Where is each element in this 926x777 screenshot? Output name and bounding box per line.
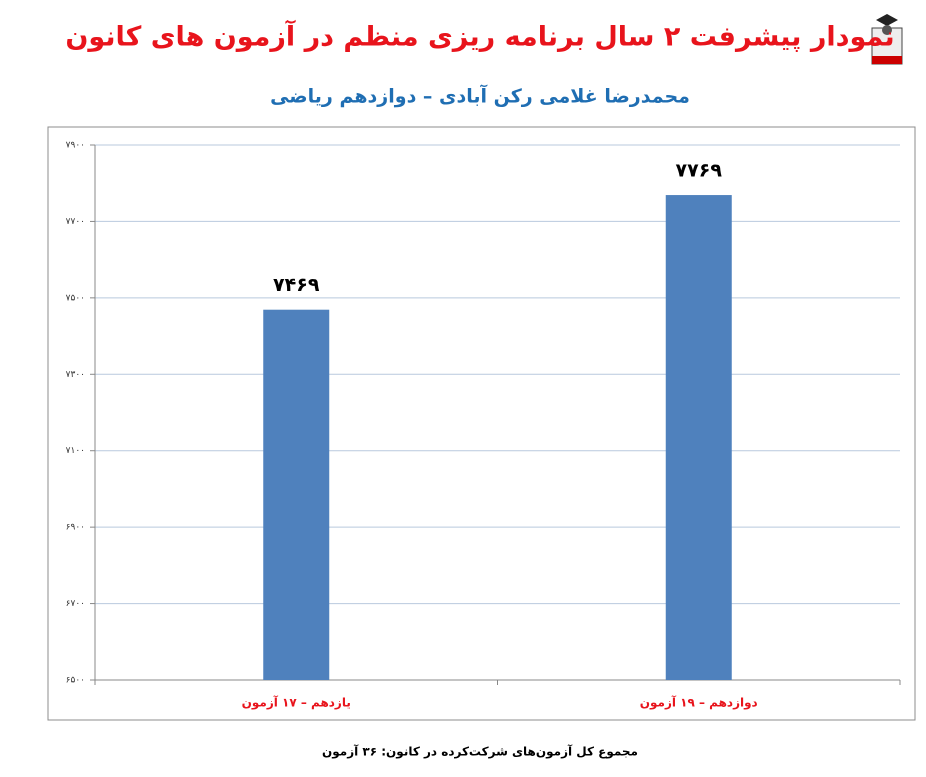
footnote: مجموع کل آزمون‌های شرکت‌کرده در کانون: ۳… (322, 744, 638, 760)
y-tick-label: ۶۷۰۰ (66, 599, 85, 609)
y-tick-label: ۷۵۰۰ (66, 293, 85, 303)
value-label: ۷۷۶۹ (676, 160, 723, 182)
bar (665, 195, 732, 680)
y-tick-label: ۷۱۰۰ (66, 446, 85, 456)
y-tick-label: ۶۵۰۰ (66, 676, 85, 686)
chart-frame (47, 126, 916, 721)
chart-title: نمودار پیشرفت ۲ سال برنامه ریزی منظم در … (65, 20, 894, 53)
x-tick-label: دوازدهم – ۱۹ آزمون (640, 695, 758, 711)
bar (263, 309, 330, 680)
x-tick-label: یازدهم – ۱۷ آزمون (242, 695, 351, 711)
y-tick-label: ۷۷۰۰ (66, 217, 85, 227)
chart-subtitle: محمدرضا غلامی رکن آبادی – دوازدهم ریاضی (270, 84, 690, 108)
value-label: ۷۴۶۹ (273, 274, 320, 296)
y-tick-label: ۶۹۰۰ (66, 523, 85, 533)
y-tick-label: ۷۳۰۰ (66, 370, 85, 380)
y-tick-label: ۷۹۰۰ (66, 141, 85, 151)
logo (871, 14, 903, 65)
